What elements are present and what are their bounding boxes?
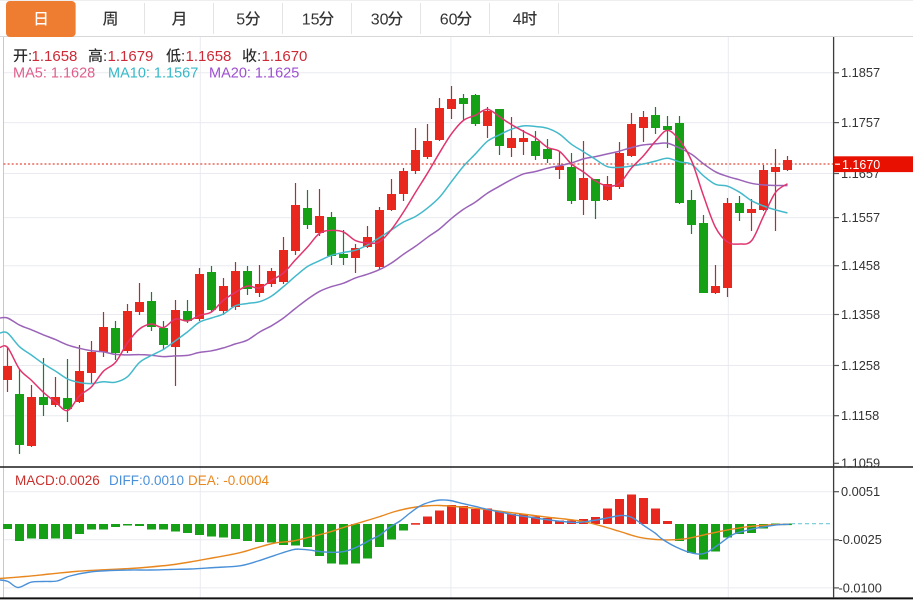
svg-text:1.1557: 1.1557 <box>841 210 880 225</box>
svg-text:-0.0100: -0.0100 <box>839 580 882 595</box>
svg-text:DIFF:0.0010: DIFF:0.0010 <box>109 473 184 488</box>
svg-text:MACD:0.0026: MACD:0.0026 <box>15 473 100 488</box>
svg-text::: : <box>103 48 107 65</box>
svg-text:4: 4 <box>513 11 522 28</box>
svg-text:1.1757: 1.1757 <box>841 115 880 130</box>
svg-text::: : <box>28 48 32 65</box>
svg-text:MA10: 1.1567: MA10: 1.1567 <box>108 66 198 82</box>
svg-text::: : <box>257 48 261 65</box>
svg-text:1.1458: 1.1458 <box>841 258 880 273</box>
svg-text:15: 15 <box>302 11 320 28</box>
svg-text:30: 30 <box>371 11 389 28</box>
svg-text::: : <box>181 48 185 65</box>
svg-text:MA5: 1.1628: MA5: 1.1628 <box>13 66 95 82</box>
svg-text:1.1258: 1.1258 <box>841 358 880 373</box>
svg-text:1.1679: 1.1679 <box>108 48 154 65</box>
svg-text:1.1670: 1.1670 <box>842 158 880 172</box>
svg-text:1.1658: 1.1658 <box>32 48 78 65</box>
svg-text:1.1857: 1.1857 <box>841 65 880 80</box>
svg-text:5: 5 <box>236 11 245 28</box>
svg-text:1.1158: 1.1158 <box>841 408 879 423</box>
svg-text:1.1658: 1.1658 <box>186 48 232 65</box>
svg-text:1.1670: 1.1670 <box>262 48 308 65</box>
svg-text:-0.0025: -0.0025 <box>839 532 882 547</box>
svg-text:DEA: -0.0004: DEA: -0.0004 <box>188 473 270 488</box>
svg-text:1.1358: 1.1358 <box>841 307 880 322</box>
svg-text:1.1059: 1.1059 <box>841 456 880 471</box>
svg-text:60: 60 <box>440 11 458 28</box>
svg-text:0.0051: 0.0051 <box>841 484 880 499</box>
svg-text:MA20: 1.1625: MA20: 1.1625 <box>209 66 299 82</box>
